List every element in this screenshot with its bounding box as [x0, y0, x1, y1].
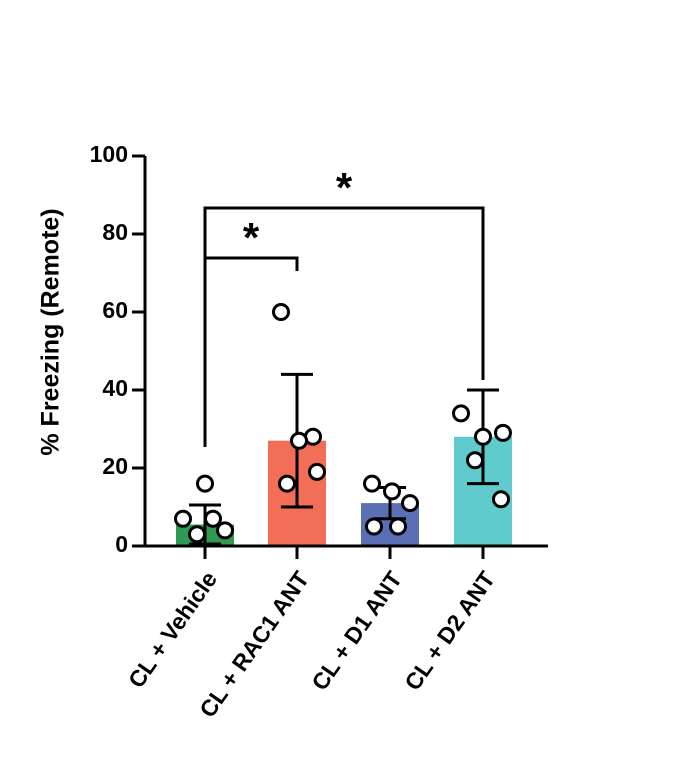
- y-tick-label: 60: [102, 297, 128, 323]
- significance-bracket-0: *: [203, 214, 299, 448]
- y-tick-label: 80: [102, 219, 128, 245]
- data-point: [174, 509, 192, 528]
- x-tick-label: CL + D1 ANT: [306, 566, 407, 695]
- y-tick-label: 20: [102, 453, 128, 479]
- x-tick-label: CL + Vehicle: [123, 566, 222, 692]
- bracket-line: [203, 206, 485, 448]
- bracket-line: [203, 256, 299, 448]
- error-bars-group: [189, 372, 499, 546]
- data-point: [272, 303, 290, 321]
- data-point: [363, 474, 381, 493]
- y-tick-label: 40: [102, 375, 128, 401]
- data-point: [204, 509, 222, 528]
- data-point: [474, 427, 492, 446]
- data-point: [216, 521, 234, 540]
- y-axis-label: % Freezing (Remote): [37, 208, 65, 455]
- significance-bracket-1: *: [203, 164, 485, 448]
- data-points-group: [174, 303, 512, 544]
- data-point: [308, 462, 326, 481]
- data-point: [401, 494, 419, 513]
- data-point: [383, 482, 401, 501]
- data-point: [492, 490, 510, 509]
- axes-group: [143, 156, 548, 548]
- y-tick-label: 100: [90, 141, 128, 167]
- data-point: [278, 474, 296, 493]
- data-point: [188, 525, 206, 544]
- data-point: [365, 517, 383, 536]
- data-point: [389, 517, 407, 536]
- x-tick-label: CL + D2 ANT: [399, 566, 500, 695]
- data-point: [196, 474, 214, 493]
- y-ticks-group: 0 20 40 60 80 100: [90, 141, 145, 557]
- data-point: [290, 431, 308, 450]
- data-point: [494, 423, 512, 442]
- significance-star: *: [336, 164, 353, 211]
- significance-star: *: [243, 214, 260, 261]
- y-tick-label: 0: [115, 531, 128, 557]
- data-point: [452, 404, 470, 423]
- significance-group: **: [203, 164, 485, 448]
- data-point: [466, 451, 484, 470]
